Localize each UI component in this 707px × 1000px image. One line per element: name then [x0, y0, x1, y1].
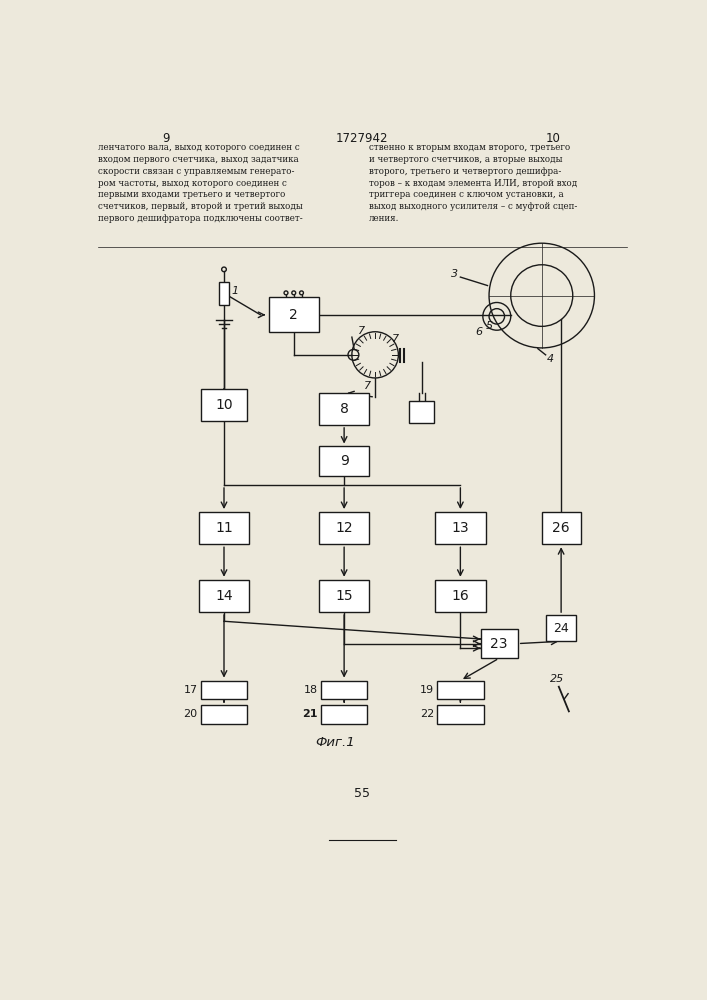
Bar [481, 629, 518, 658]
Bar [269, 297, 319, 332]
Bar [319, 446, 369, 476]
Text: 9: 9 [339, 454, 349, 468]
Text: 18: 18 [303, 685, 317, 695]
Bar [319, 580, 369, 612]
Bar [199, 512, 249, 544]
Text: 24: 24 [554, 622, 569, 635]
Bar [321, 681, 368, 699]
Text: 3: 3 [451, 269, 459, 279]
Text: 19: 19 [420, 685, 434, 695]
Text: 10: 10 [546, 132, 561, 145]
Text: 17: 17 [184, 685, 198, 695]
Bar [321, 705, 368, 724]
Text: 8: 8 [339, 402, 349, 416]
Text: 4: 4 [547, 354, 554, 364]
Text: 23: 23 [491, 637, 508, 651]
Text: 14: 14 [215, 589, 233, 603]
Text: 55: 55 [354, 787, 370, 800]
Bar [201, 389, 247, 421]
Bar [436, 580, 486, 612]
Text: 7: 7 [392, 334, 399, 344]
Text: 7: 7 [364, 381, 371, 391]
Text: 7: 7 [358, 326, 366, 336]
Text: 10: 10 [215, 398, 233, 412]
Text: 26: 26 [552, 521, 570, 535]
Text: 6: 6 [475, 327, 482, 337]
Text: Фиг.1: Фиг.1 [315, 736, 355, 749]
Bar [547, 615, 575, 641]
Text: 9: 9 [162, 132, 170, 145]
Bar [218, 282, 230, 305]
Bar [436, 512, 486, 544]
Bar [201, 705, 247, 724]
Text: 16: 16 [452, 589, 469, 603]
Text: 1727942: 1727942 [336, 132, 388, 145]
Text: ленчатого вала, выход которого соединен с
входом первого счетчика, выход задатчи: ленчатого вала, выход которого соединен … [98, 143, 303, 223]
Bar [437, 705, 484, 724]
Text: 5: 5 [486, 321, 493, 331]
Text: 1: 1 [232, 286, 239, 296]
Text: 21: 21 [303, 709, 317, 719]
Text: 15: 15 [335, 589, 353, 603]
Bar [319, 512, 369, 544]
Bar [437, 681, 484, 699]
Bar [199, 580, 249, 612]
Bar [319, 393, 369, 425]
Text: 11: 11 [215, 521, 233, 535]
Text: 2: 2 [289, 308, 298, 322]
Text: 25: 25 [549, 674, 563, 684]
Text: ственно к вторым входам второго, третьего
и четвертого счетчиков, а вторые выход: ственно к вторым входам второго, третьег… [369, 143, 578, 223]
Bar [542, 512, 580, 544]
Text: 20: 20 [184, 709, 198, 719]
Text: 12: 12 [335, 521, 353, 535]
Text: 22: 22 [420, 709, 434, 719]
Bar [201, 681, 247, 699]
Text: 13: 13 [452, 521, 469, 535]
Bar [409, 401, 434, 423]
